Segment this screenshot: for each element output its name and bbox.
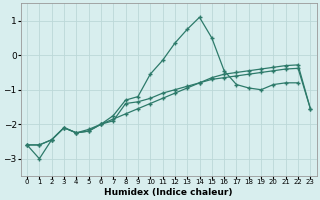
X-axis label: Humidex (Indice chaleur): Humidex (Indice chaleur) (104, 188, 233, 197)
